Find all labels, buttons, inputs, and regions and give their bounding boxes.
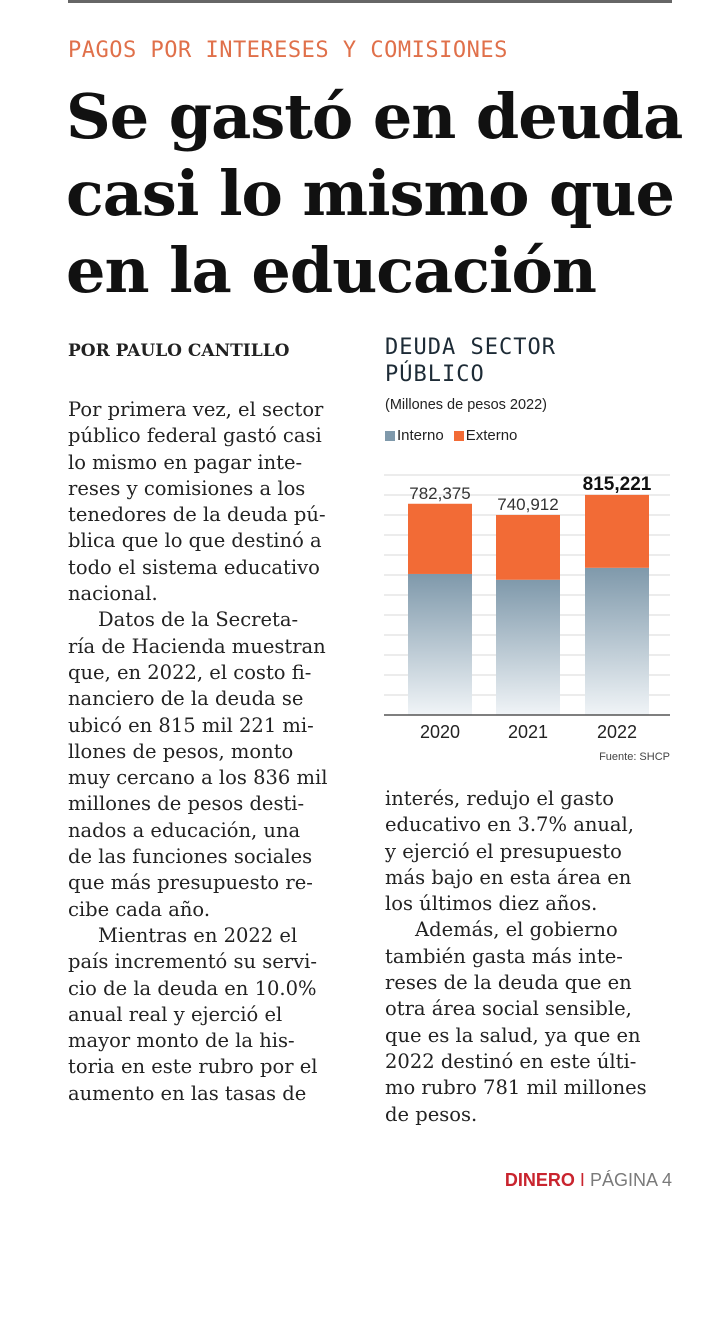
body-text-line: toria en este rubro por el bbox=[68, 1055, 318, 1079]
headline-line: casi lo mismo que bbox=[66, 157, 675, 230]
body-text-line: que más presupuesto re- bbox=[68, 871, 313, 895]
bar-externo-2020 bbox=[408, 503, 472, 574]
body-text-line: 2022 destinó en este últi- bbox=[385, 1049, 637, 1073]
footer-page: PÁGINA 4 bbox=[589, 1170, 672, 1190]
kicker: PAGOS POR INTERESES Y COMISIONES bbox=[68, 38, 508, 63]
stacked-bar-chart: 782,375 2020 740,912 2021 815,221 2022 bbox=[384, 474, 670, 742]
body-text-line: ubicó en 815 mil 221 mi- bbox=[68, 713, 314, 737]
body-text-line: educativo en 3.7% anual, bbox=[385, 813, 634, 837]
body-text-line: que, en 2022, el costo fi- bbox=[68, 660, 312, 684]
bar-total-label: 815,221 bbox=[583, 474, 652, 495]
body-text-line: Además, el gobierno bbox=[415, 918, 618, 942]
x-tick-label: 2021 bbox=[508, 722, 548, 742]
headline-line: en la educación bbox=[66, 234, 597, 307]
bar-externo-2022 bbox=[585, 494, 649, 568]
body-text-line: país incrementó su servi- bbox=[68, 950, 317, 974]
chart-title-line: PÚBLICO bbox=[385, 362, 485, 387]
body-text-line: aumento en las tasas de bbox=[68, 1081, 307, 1105]
chart-subtitle: (Millones de pesos 2022) bbox=[385, 397, 548, 413]
body-text-line: otra área social sensible, bbox=[385, 997, 632, 1021]
headline-line: Se gastó en deuda bbox=[66, 80, 683, 153]
legend-item-interno: Interno bbox=[385, 427, 444, 444]
legend-label-interno: Interno bbox=[397, 427, 444, 444]
body-text-line: tenedores de la deuda pú- bbox=[68, 503, 326, 527]
legend-swatch-interno bbox=[385, 430, 395, 441]
chart-title-line: DEUDA SECTOR bbox=[385, 335, 556, 360]
body-text-line: de las funciones sociales bbox=[68, 845, 313, 869]
bar-interno-2022 bbox=[585, 567, 649, 715]
legend-swatch-externo bbox=[453, 430, 464, 441]
bar-interno-2020 bbox=[408, 573, 472, 715]
body-text-line: blica que lo que destinó a bbox=[68, 529, 322, 553]
x-tick-label: 2020 bbox=[420, 722, 460, 742]
body-text-line: público federal gastó casi bbox=[68, 424, 322, 448]
body-text-line: cibe cada año. bbox=[68, 897, 211, 921]
body-text-line: Datos de la Secreta- bbox=[98, 608, 299, 632]
body-text-line: mo rubro 781 mil millones bbox=[385, 1076, 647, 1100]
body-text-line: ría de Hacienda muestran bbox=[68, 634, 326, 658]
x-tick-label: 2022 bbox=[597, 722, 637, 742]
legend-item-externo: Externo bbox=[453, 427, 518, 444]
body-text-line: más bajo en esta área en bbox=[385, 865, 632, 889]
body-text-line: reses de la deuda que en bbox=[385, 971, 632, 995]
body-text-line: millones de pesos desti- bbox=[68, 792, 305, 816]
headline: Se gastó en deuda casi lo mismo que en l… bbox=[66, 78, 706, 309]
article-column-2: interés, redujo el gasto educativo en 3.7… bbox=[385, 786, 685, 1128]
bar-interno-2021 bbox=[496, 579, 560, 715]
body-text-line: nanciero de la deuda se bbox=[68, 687, 304, 711]
chart-legend: Interno Externo bbox=[385, 427, 517, 444]
body-text-line: que es la salud, ya que en bbox=[385, 1023, 641, 1047]
body-text-line: los últimos diez años. bbox=[385, 892, 598, 916]
body-text-line: muy cercano a los 836 mil bbox=[68, 766, 328, 790]
body-text-line: interés, redujo el gasto bbox=[385, 787, 614, 810]
body-text-line: nados a educación, una bbox=[68, 818, 301, 842]
article-column-1: Por primera vez, el sector público federa… bbox=[68, 397, 368, 1107]
body-text-line: cio de la deuda en 10.0% bbox=[68, 976, 317, 1000]
footer-separator: I bbox=[579, 1170, 585, 1190]
legend-label-externo: Externo bbox=[465, 427, 518, 444]
body-text-line: y ejerció el presupuesto bbox=[385, 839, 622, 863]
body-text-line: nacional. bbox=[68, 582, 158, 606]
body-text-line: Por primera vez, el sector bbox=[68, 398, 324, 421]
body-text-line: de pesos. bbox=[385, 1102, 478, 1126]
body-text-line: Mientras en 2022 el bbox=[98, 923, 298, 947]
bar-total-label: 782,375 bbox=[409, 484, 470, 503]
top-rule bbox=[68, 0, 672, 3]
body-text-line: llones de pesos, monto bbox=[68, 739, 294, 763]
chart-title: DEUDA SECTOR PÚBLICO bbox=[385, 334, 556, 388]
bar-total-label: 740,912 bbox=[497, 495, 558, 514]
body-text-line: mayor monto de la his- bbox=[68, 1029, 295, 1053]
page-footer: DINERO I PÁGINA 4 bbox=[440, 1170, 672, 1191]
body-text-line: todo el sistema educativo bbox=[68, 555, 320, 579]
bar-externo-2021 bbox=[496, 514, 560, 580]
body-text-line: anual real y ejerció el bbox=[68, 1002, 283, 1026]
body-text-line: también gasta más inte- bbox=[385, 944, 623, 968]
body-text-line: reses y comisiones a los bbox=[68, 476, 306, 500]
body-text-line: lo mismo en pagar inte- bbox=[68, 450, 303, 474]
chart-source: Fuente: SHCP bbox=[599, 751, 670, 763]
footer-section: DINERO bbox=[504, 1170, 575, 1190]
byline: POR PAULO CANTILLO bbox=[68, 341, 290, 361]
